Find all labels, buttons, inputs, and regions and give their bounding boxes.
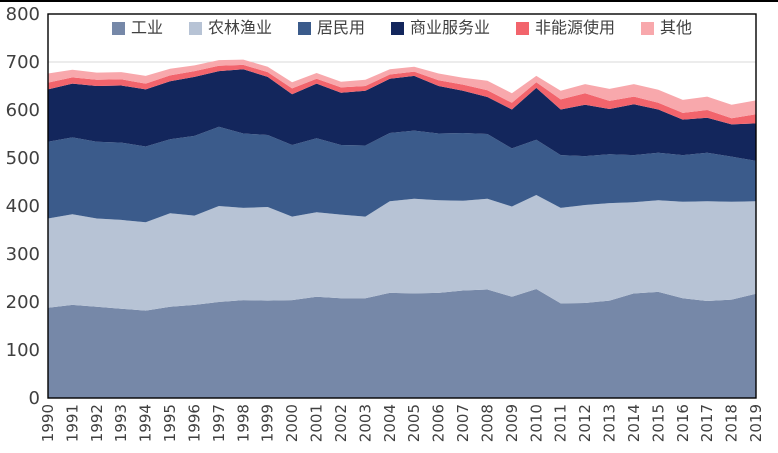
x-axis-label: 2010 bbox=[527, 404, 545, 442]
x-axis-label: 2000 bbox=[283, 404, 301, 442]
x-axis-label: 2003 bbox=[356, 404, 374, 442]
area-series-non-energy-use bbox=[48, 64, 756, 125]
x-axis-label: 2014 bbox=[625, 404, 643, 442]
x-axis-label: 2009 bbox=[503, 404, 521, 442]
x-axis-label: 1993 bbox=[112, 404, 130, 442]
area-series-residential bbox=[48, 126, 756, 223]
x-axis-label: 1991 bbox=[63, 404, 81, 442]
x-axis-label: 2008 bbox=[478, 404, 496, 442]
x-axis-label: 2007 bbox=[454, 404, 472, 442]
x-axis-label: 1992 bbox=[88, 404, 106, 442]
x-axis-label: 2019 bbox=[747, 404, 765, 442]
area-series-agriculture-forestry-fishery bbox=[48, 195, 756, 311]
y-axis-label: 700 bbox=[6, 52, 40, 73]
x-axis-label: 2016 bbox=[674, 404, 692, 442]
x-axis-label: 2015 bbox=[649, 404, 667, 442]
x-axis-label: 1995 bbox=[161, 404, 179, 442]
plot-border bbox=[47, 13, 757, 399]
y-axis-label: 100 bbox=[6, 340, 40, 361]
y-axis-label: 300 bbox=[6, 244, 40, 265]
y-axis-label: 600 bbox=[6, 100, 40, 121]
x-axis-label: 1990 bbox=[39, 404, 57, 442]
x-axis-label: 1999 bbox=[259, 404, 277, 442]
x-axis-label: 2018 bbox=[723, 404, 741, 442]
area-series-other bbox=[48, 59, 756, 119]
area-series-industry bbox=[48, 289, 756, 398]
x-axis-label: 2017 bbox=[698, 404, 716, 442]
x-axis-label: 2011 bbox=[552, 404, 570, 442]
y-axis-label: 400 bbox=[6, 196, 40, 217]
x-axis-label: 2004 bbox=[381, 404, 399, 442]
x-axis-label: 2012 bbox=[576, 404, 594, 442]
x-axis-label: 2005 bbox=[405, 404, 423, 442]
x-axis-label: 1996 bbox=[185, 404, 203, 442]
area-series-commercial-services bbox=[48, 69, 756, 161]
x-axis-label: 2006 bbox=[430, 404, 448, 442]
y-axis-label: 0 bbox=[29, 388, 40, 409]
x-axis-label: 1997 bbox=[210, 404, 228, 442]
y-axis-label: 200 bbox=[6, 292, 40, 313]
x-axis-label: 1998 bbox=[234, 404, 252, 442]
x-axis-label: 2001 bbox=[308, 404, 326, 442]
page-top-border bbox=[0, 0, 778, 2]
x-axis-label: 2013 bbox=[601, 404, 619, 442]
y-axis-label: 800 bbox=[6, 4, 40, 25]
x-axis-label: 2002 bbox=[332, 404, 350, 442]
x-axis-label: 1994 bbox=[137, 404, 155, 442]
y-axis-label: 500 bbox=[6, 148, 40, 169]
